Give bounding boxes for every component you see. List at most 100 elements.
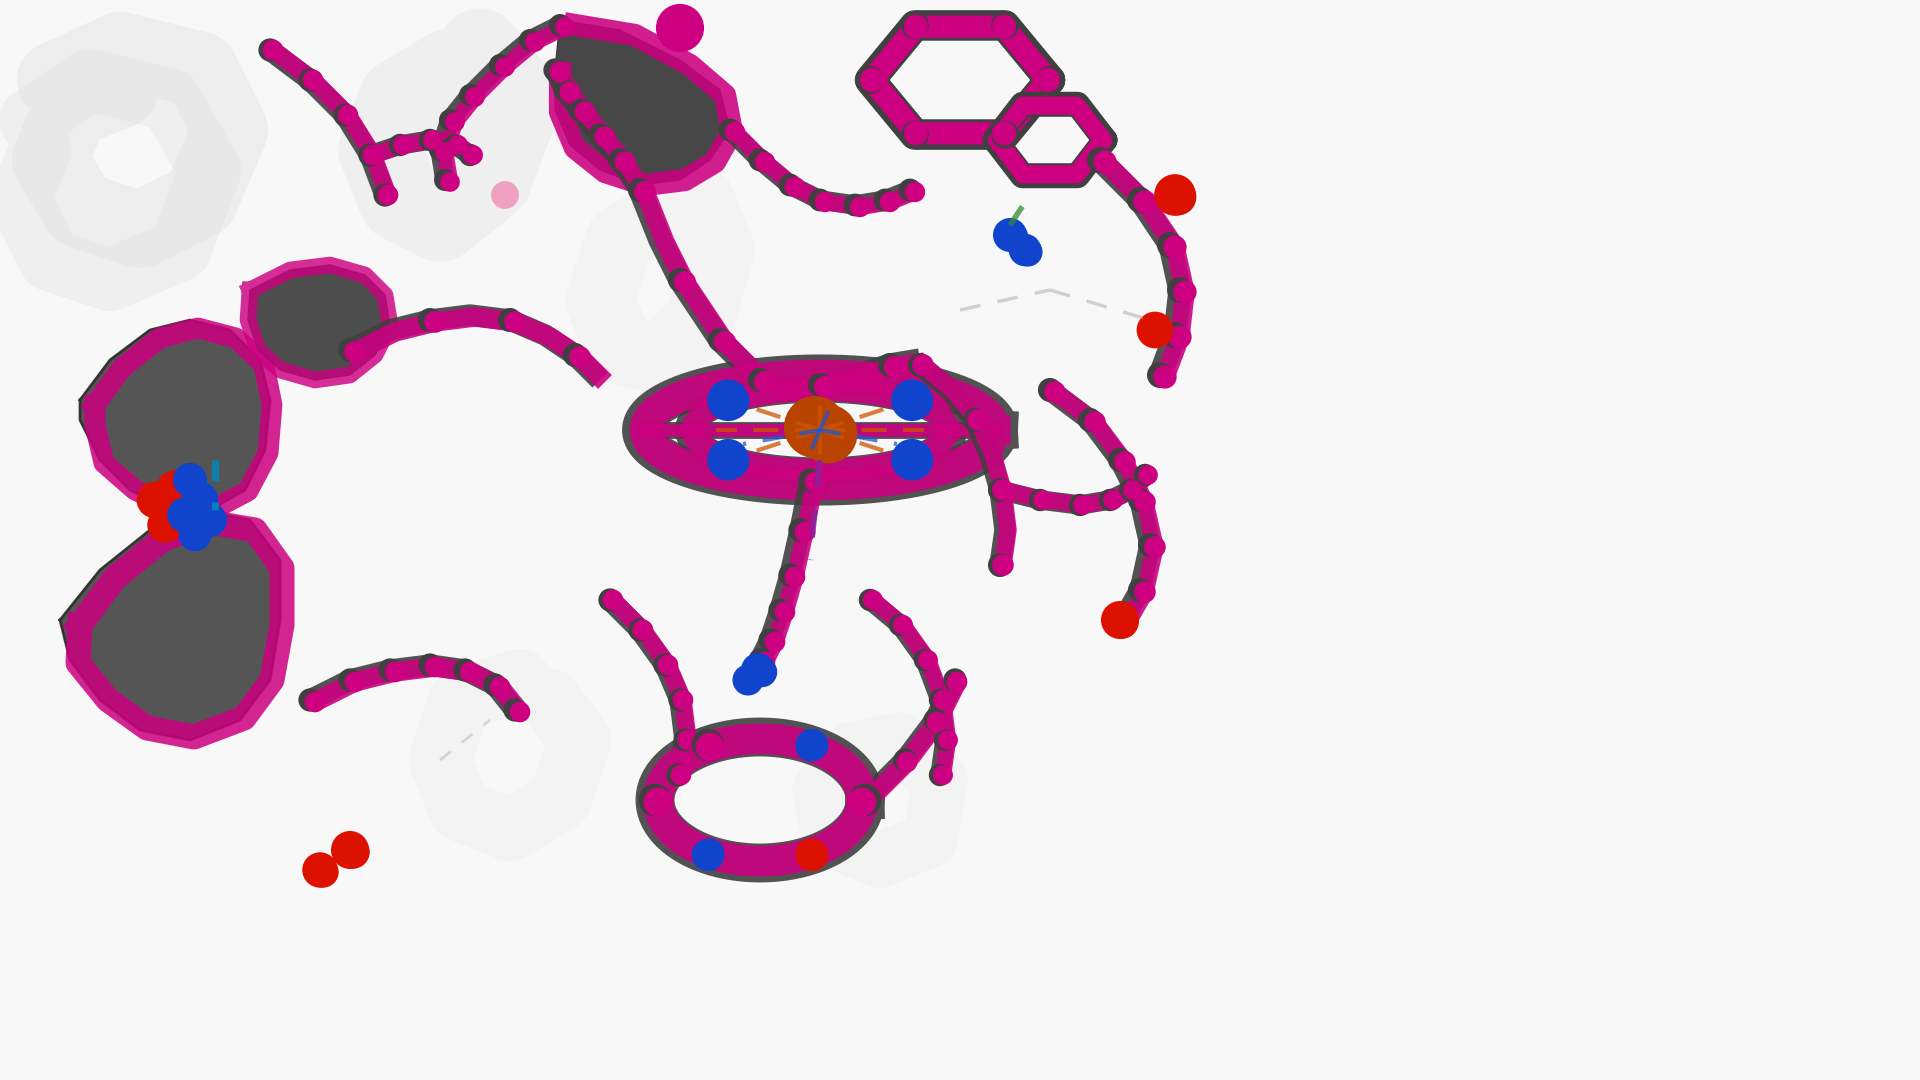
Point [159,482,190,499]
Point [795,845,826,862]
Point [430,172,461,189]
Point [810,378,841,395]
Point [889,752,920,769]
Point [985,556,1016,573]
Point [939,672,970,689]
Point [653,657,684,674]
Point [589,129,620,146]
Point [1160,326,1190,343]
Point [1160,187,1190,204]
Point [1104,617,1135,634]
Point [169,507,200,524]
Point [712,392,743,409]
Point [797,737,828,754]
Point [989,18,1020,36]
Point [332,106,363,123]
Point [810,193,841,211]
Point [666,767,697,784]
Point [745,651,776,669]
Point [900,126,931,144]
Point [989,126,1020,144]
Point [294,71,324,89]
Point [851,792,881,809]
Point [515,31,545,49]
Point [1144,366,1175,383]
Point [564,349,595,366]
Point [780,568,810,585]
Point [1150,368,1181,386]
Point [900,124,931,141]
Point [549,18,580,36]
Point [900,184,931,201]
Point [1079,414,1110,431]
Point [384,136,415,153]
Point [374,661,405,678]
Point [419,132,449,149]
Point [355,147,386,164]
Point [1027,491,1058,509]
Point [1125,191,1156,208]
Point [745,151,776,168]
Point [357,147,388,164]
Point [624,621,655,638]
Point [1125,581,1156,598]
Point [415,657,445,674]
Point [1117,482,1148,499]
Point [780,178,810,195]
Point [925,767,956,784]
Point [695,739,726,756]
Point [770,604,801,621]
Point [804,376,835,393]
Point [1094,491,1125,509]
Point [440,113,470,131]
Point [540,62,570,79]
Point [845,199,876,216]
Point [520,33,551,51]
Point [985,482,1016,499]
Point [900,393,931,410]
Point [662,767,693,784]
Point [852,794,883,811]
Point [900,453,931,470]
Point [420,313,451,330]
Point [1110,454,1140,471]
Point [484,56,515,73]
Point [927,767,958,784]
Point [1129,583,1160,600]
Point [851,792,881,809]
Point [672,731,703,748]
Point [388,136,419,153]
Point [960,411,991,429]
Point [739,669,770,686]
Point [1140,538,1171,555]
Point [455,147,486,164]
Point [797,847,828,864]
Point [1039,383,1069,401]
Point [733,672,764,689]
Point [799,473,829,490]
Point [929,731,960,748]
Point [885,617,916,634]
Point [987,482,1018,499]
Point [927,691,958,708]
Point [1104,451,1135,469]
Point [495,311,526,328]
Point [876,193,906,211]
Point [505,703,536,720]
Point [795,471,826,488]
Point [695,845,726,862]
Point [440,136,470,153]
Point [887,617,918,634]
Point [925,691,956,708]
Point [670,273,701,291]
Point [910,651,941,669]
Point [415,311,445,328]
Point [693,737,724,754]
Point [611,153,641,171]
Point [904,356,935,374]
Point [564,102,595,119]
Point [1169,283,1200,300]
Point [595,592,626,609]
Point [159,501,190,518]
Point [555,83,586,100]
